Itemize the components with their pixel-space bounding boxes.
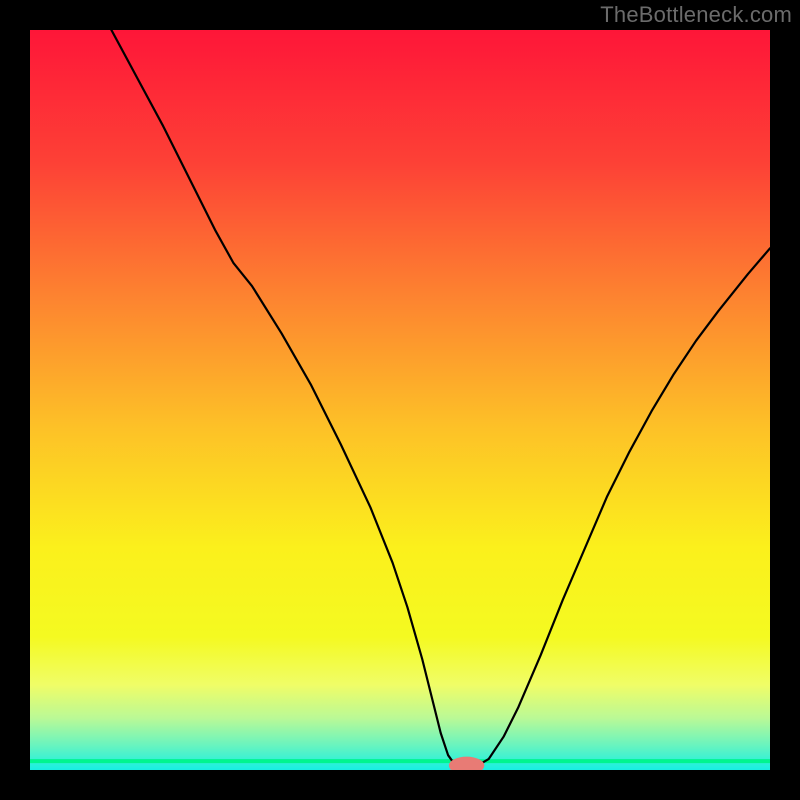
chart-frame: TheBottleneck.com [0,0,800,800]
watermark-text: TheBottleneck.com [600,2,792,28]
bottleneck-chart [30,30,770,770]
